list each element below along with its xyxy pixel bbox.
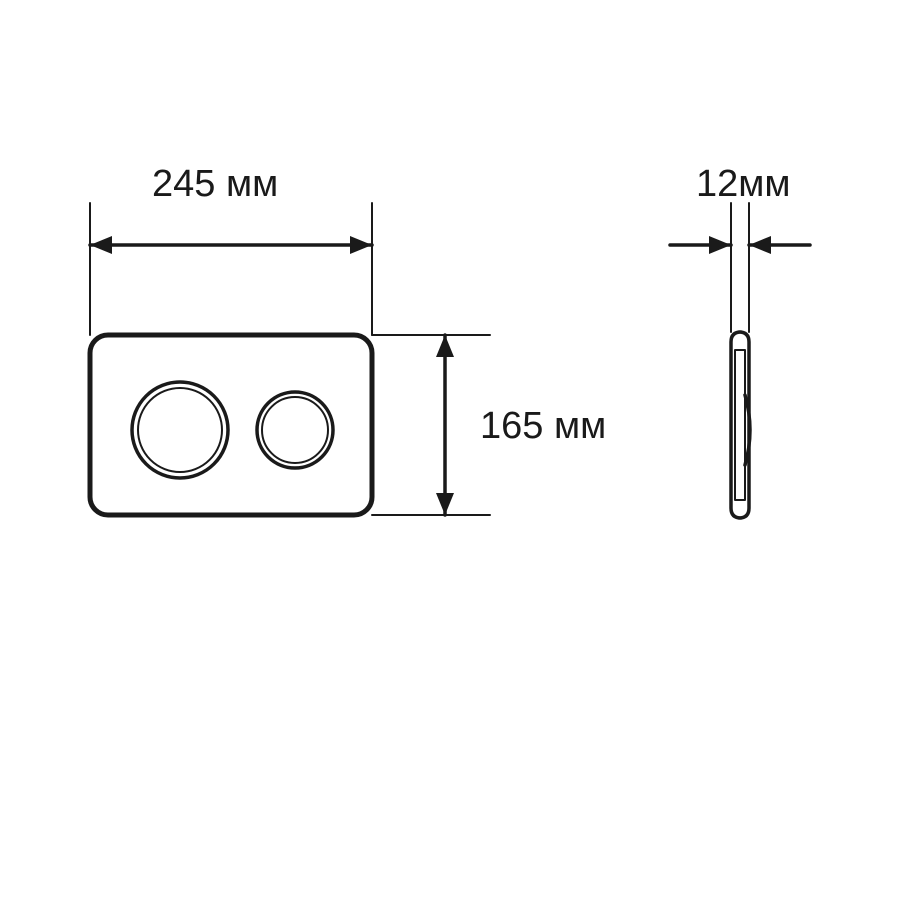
dim-width-label: 245 мм	[152, 163, 278, 205]
side-body-outline	[731, 332, 749, 518]
flush-button-large-outer	[132, 382, 228, 478]
side-face-outline	[735, 350, 745, 500]
technical-drawing: 245 мм 165 мм 12мм	[0, 0, 900, 900]
flush-button-large-inner	[138, 388, 222, 472]
flush-button-small-inner	[262, 397, 328, 463]
dim-depth-label: 12мм	[696, 163, 791, 205]
flush-button-small-outer	[257, 392, 333, 468]
dim-height-label: 165 мм	[480, 405, 606, 447]
